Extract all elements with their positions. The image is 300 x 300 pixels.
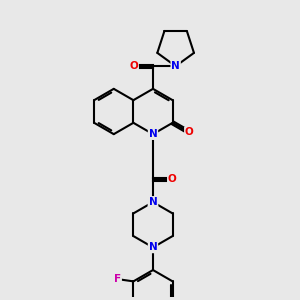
Text: O: O <box>129 61 138 71</box>
Text: O: O <box>185 128 194 137</box>
Text: N: N <box>148 197 158 207</box>
Text: N: N <box>148 242 158 252</box>
Text: N: N <box>171 61 180 71</box>
Text: O: O <box>168 174 177 184</box>
Text: F: F <box>114 274 121 284</box>
Text: N: N <box>148 197 158 207</box>
Text: N: N <box>148 129 158 139</box>
